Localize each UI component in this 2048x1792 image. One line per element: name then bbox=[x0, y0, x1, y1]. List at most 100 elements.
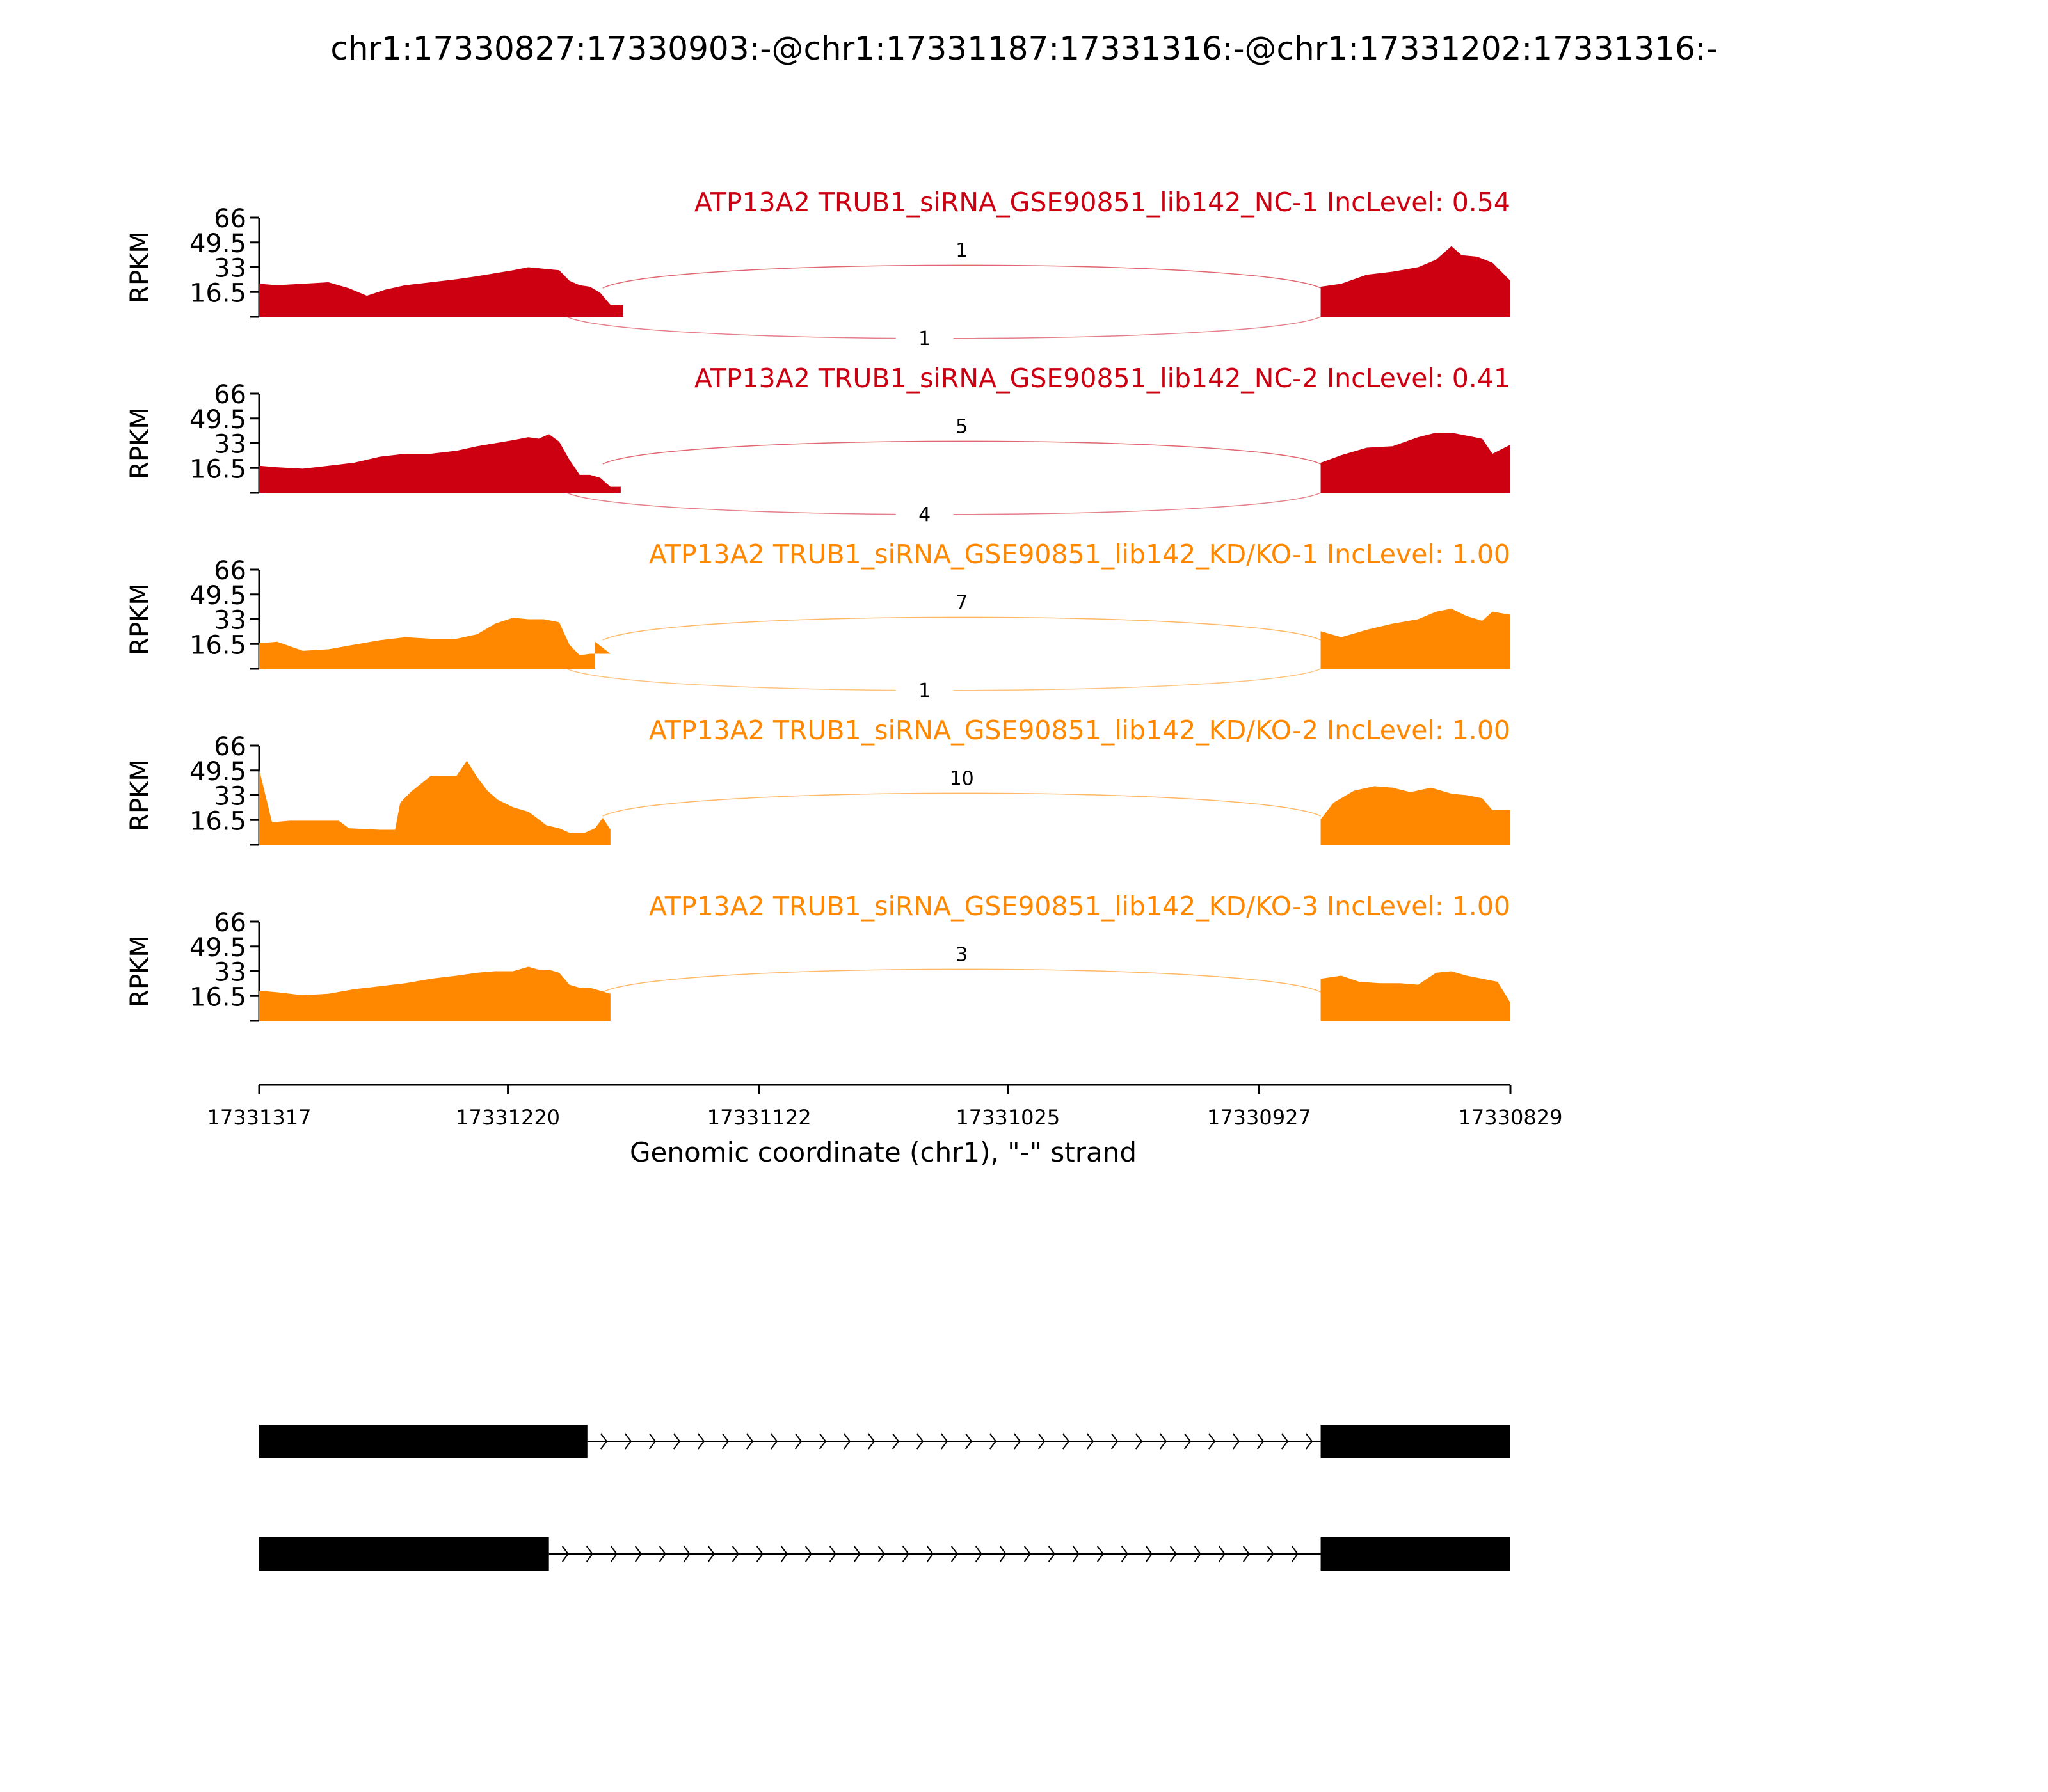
strand-arrow bbox=[926, 1546, 934, 1562]
strand-arrow bbox=[707, 1546, 715, 1562]
junction-count-bg bbox=[932, 588, 991, 614]
y-tick-label: 16.5 bbox=[189, 454, 246, 484]
coverage-downstream-exon bbox=[1320, 246, 1510, 317]
strand-arrow bbox=[1062, 1433, 1070, 1450]
strand-arrow bbox=[1242, 1546, 1250, 1562]
track-label: ATP13A2 TRUB1_siRNA_GSE90851_lib142_KD/K… bbox=[649, 891, 1510, 922]
strand-arrow bbox=[853, 1546, 861, 1562]
x-tick-label: 17330829 bbox=[1459, 1105, 1563, 1130]
strand-arrow bbox=[1013, 1433, 1021, 1450]
junction-count-top: 5 bbox=[956, 416, 968, 438]
strand-arrow bbox=[1281, 1433, 1289, 1450]
track-label: ATP13A2 TRUB1_siRNA_GSE90851_lib142_NC-1… bbox=[694, 187, 1510, 218]
strand-arrow bbox=[746, 1433, 754, 1450]
coverage-downstream-exon bbox=[1320, 433, 1510, 493]
strand-arrow bbox=[1169, 1546, 1177, 1562]
y-tick-label: 49.5 bbox=[189, 757, 246, 787]
track-label: ATP13A2 TRUB1_siRNA_GSE90851_lib142_NC-2… bbox=[694, 363, 1510, 394]
strand-arrow bbox=[610, 1546, 618, 1562]
y-tick-label: 49.5 bbox=[189, 405, 246, 435]
y-tick-label: 49.5 bbox=[189, 229, 246, 259]
y-axis-label: RPKM bbox=[125, 407, 155, 479]
coverage-upstream-exon bbox=[259, 966, 611, 1021]
junction-arc-top bbox=[602, 440, 1321, 465]
y-tick-label: 33 bbox=[214, 958, 246, 988]
junction-count-bottom: 4 bbox=[918, 504, 931, 526]
strand-arrow bbox=[1048, 1546, 1055, 1562]
gene-models bbox=[259, 1425, 1510, 1571]
strand-arrow bbox=[721, 1433, 730, 1450]
strand-arrow bbox=[829, 1546, 836, 1562]
strand-arrow bbox=[1110, 1433, 1119, 1450]
junction-arc-top bbox=[602, 264, 1321, 289]
y-axis-label: RPKM bbox=[125, 935, 155, 1007]
strand-arrow bbox=[659, 1546, 666, 1562]
strand-arrow bbox=[1305, 1433, 1313, 1450]
strand-arrow bbox=[999, 1546, 1007, 1562]
track-label: ATP13A2 TRUB1_siRNA_GSE90851_lib142_KD/K… bbox=[649, 539, 1510, 570]
x-tick-label: 17331317 bbox=[207, 1105, 312, 1130]
strand-arrow bbox=[950, 1546, 958, 1562]
y-tick-label: 66 bbox=[214, 380, 246, 410]
y-axis-label: RPKM bbox=[125, 759, 155, 831]
strand-arrow bbox=[964, 1433, 973, 1450]
strand-arrow bbox=[1121, 1546, 1128, 1562]
strand-arrow bbox=[989, 1433, 997, 1450]
strand-arrow bbox=[1135, 1433, 1143, 1450]
strand-arrow bbox=[877, 1546, 885, 1562]
strand-arrow bbox=[1072, 1546, 1080, 1562]
strand-arrow bbox=[804, 1546, 812, 1562]
coverage-downstream-exon bbox=[1320, 609, 1510, 669]
strand-arrow bbox=[892, 1433, 900, 1450]
junction-count-top: 1 bbox=[956, 240, 968, 262]
strand-arrow bbox=[1037, 1433, 1046, 1450]
y-tick-label: 33 bbox=[214, 606, 246, 636]
chart-title: chr1:17330827:17330903:-@chr1:17331187:1… bbox=[330, 30, 1717, 67]
exon-block bbox=[1320, 1537, 1510, 1571]
strand-arrow bbox=[940, 1433, 948, 1450]
strand-arrow bbox=[902, 1546, 909, 1562]
junction-count-bottom: 1 bbox=[918, 680, 931, 702]
exon-block bbox=[259, 1537, 549, 1571]
y-tick-label: 33 bbox=[214, 430, 246, 460]
strand-arrow bbox=[1194, 1546, 1201, 1562]
strand-arrow bbox=[843, 1433, 851, 1450]
junction-count-bottom: 1 bbox=[918, 328, 931, 350]
junction-count-bg bbox=[895, 676, 954, 702]
strand-arrow bbox=[770, 1433, 778, 1450]
y-tick-label: 66 bbox=[214, 732, 246, 762]
strand-arrow bbox=[794, 1433, 803, 1450]
strand-arrow bbox=[1218, 1546, 1226, 1562]
strand-arrow bbox=[867, 1433, 876, 1450]
y-tick-label: 66 bbox=[214, 204, 246, 234]
gene-model-1 bbox=[259, 1425, 1510, 1458]
junction-count-top: 3 bbox=[956, 944, 968, 966]
strand-arrow bbox=[683, 1546, 691, 1562]
strand-arrow bbox=[916, 1433, 924, 1450]
strand-arrow bbox=[1023, 1546, 1031, 1562]
y-tick-label: 16.5 bbox=[189, 630, 246, 660]
strand-arrow bbox=[1145, 1546, 1153, 1562]
y-axis-label: RPKM bbox=[125, 583, 155, 655]
strand-arrow bbox=[780, 1546, 788, 1562]
exon-block bbox=[1320, 1425, 1510, 1458]
junction-count-bg bbox=[932, 236, 991, 262]
junction-arc-top bbox=[602, 616, 1321, 641]
x-tick-label: 17331122 bbox=[707, 1105, 812, 1130]
coverage-downstream-exon bbox=[1320, 786, 1510, 845]
y-tick-label: 16.5 bbox=[189, 806, 246, 836]
strand-arrow bbox=[1208, 1433, 1216, 1450]
y-tick-label: 16.5 bbox=[189, 982, 246, 1012]
x-tick-label: 17330927 bbox=[1207, 1105, 1311, 1130]
strand-arrow bbox=[975, 1546, 982, 1562]
strand-arrow bbox=[756, 1546, 764, 1562]
strand-arrow bbox=[634, 1546, 642, 1562]
y-tick-label: 66 bbox=[214, 556, 246, 586]
x-axis: Genomic coordinate (chr1), "-" strand 17… bbox=[207, 1084, 1563, 1168]
strand-arrow bbox=[561, 1546, 569, 1562]
strand-arrow bbox=[697, 1433, 705, 1450]
strand-arrow bbox=[1232, 1433, 1240, 1450]
